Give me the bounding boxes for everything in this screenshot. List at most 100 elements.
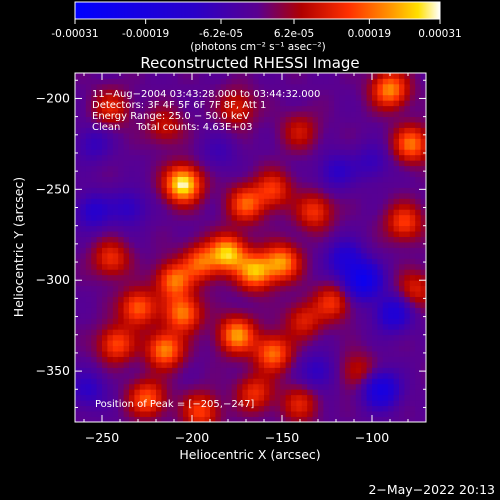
heatmap-cell [409, 296, 416, 303]
heatmap-cell [334, 187, 340, 194]
heatmap-cell [291, 89, 297, 96]
heatmap-cell [156, 176, 162, 183]
heatmap-cell [296, 372, 303, 379]
heatmap-cell [404, 220, 411, 227]
heatmap-cell [118, 351, 124, 357]
heatmap-cell [323, 394, 330, 401]
heatmap-cell [145, 176, 151, 183]
heatmap-cell [75, 345, 81, 352]
heatmap-cell [339, 400, 346, 407]
heatmap-cell [415, 378, 421, 385]
heatmap-cell [210, 203, 216, 210]
heatmap-cell [134, 362, 141, 368]
heatmap-cell [409, 389, 416, 396]
heatmap-cell [123, 280, 130, 287]
heatmap-cell [156, 389, 162, 396]
heatmap-cell [312, 214, 319, 221]
heatmap-cell [318, 220, 324, 227]
heatmap-cell [399, 116, 405, 123]
heatmap-cell [328, 351, 335, 357]
heatmap-cell [404, 252, 411, 259]
heatmap-cell [242, 192, 249, 199]
heatmap-cell [220, 138, 227, 145]
heatmap-cell [134, 372, 141, 379]
heatmap-cell [188, 274, 195, 281]
heatmap-cell [85, 89, 92, 96]
heatmap-cell [134, 116, 141, 123]
heatmap-cell [204, 78, 211, 85]
heatmap-cell [129, 165, 135, 172]
heatmap-cell [139, 372, 146, 379]
heatmap-cell [264, 367, 270, 374]
heatmap-cell [404, 154, 411, 161]
heatmap-cell [150, 274, 157, 281]
heatmap-cell [123, 340, 130, 347]
heatmap-cell [237, 411, 243, 417]
heatmap-cell [188, 372, 195, 379]
heatmap-cell [96, 127, 103, 134]
heatmap-cell [204, 411, 211, 417]
heatmap-cell [285, 231, 292, 237]
heatmap-cell [177, 143, 184, 150]
heatmap-cell [91, 203, 97, 210]
heatmap-cell [139, 285, 146, 292]
heatmap-cell [231, 192, 238, 199]
heatmap-cell [156, 111, 162, 118]
heatmap-cell [264, 383, 270, 390]
heatmap-cell [210, 274, 216, 281]
heatmap-cell [334, 394, 340, 401]
heatmap-cell [253, 405, 259, 412]
heatmap-cell [366, 176, 373, 183]
heatmap-cell [361, 312, 367, 319]
heatmap-cell [193, 291, 200, 297]
heatmap-cell [339, 329, 346, 336]
heatmap-cell [334, 247, 340, 254]
heatmap-cell [139, 132, 146, 139]
heatmap-cell [258, 367, 265, 374]
heatmap-cell [312, 149, 319, 156]
heatmap-cell [366, 182, 373, 188]
heatmap-cell [80, 334, 87, 341]
heatmap-cell [161, 291, 168, 297]
heatmap-cell [188, 176, 195, 183]
heatmap-cell [145, 154, 151, 161]
heatmap-cell [85, 263, 92, 270]
heatmap-cell [345, 312, 351, 319]
heatmap-cell [274, 312, 281, 319]
heatmap-cell [247, 242, 254, 248]
heatmap-cell [415, 345, 421, 352]
heatmap-cell [345, 318, 351, 325]
heatmap-cell [264, 220, 270, 227]
heatmap-cell [166, 291, 173, 297]
heatmap-cell [269, 280, 276, 287]
heatmap-cell [226, 73, 232, 79]
heatmap-cell [415, 236, 421, 243]
heatmap-cell [258, 340, 265, 347]
heatmap-cell [388, 252, 394, 259]
heatmap-cell [291, 231, 297, 237]
heatmap-cell [399, 285, 405, 292]
heatmap-cell [323, 383, 330, 390]
heatmap-cell [145, 138, 151, 145]
heatmap-cell [350, 132, 357, 139]
heatmap-cell [301, 318, 308, 325]
heatmap-cell [204, 334, 211, 341]
heatmap-cell [355, 416, 362, 422]
heatmap-cell [280, 111, 286, 118]
heatmap-cell [210, 411, 216, 417]
heatmap-cell [393, 176, 400, 183]
heatmap-cell [366, 203, 373, 210]
heatmap-cell [307, 367, 313, 374]
heatmap-cell [291, 345, 297, 352]
heatmap-cell [366, 372, 373, 379]
heatmap-cell [409, 383, 416, 390]
heatmap-cell [372, 105, 378, 112]
heatmap-cell [139, 312, 146, 319]
heatmap-cell [118, 149, 124, 156]
heatmap-cell [134, 378, 141, 385]
heatmap-cell [350, 182, 357, 188]
heatmap-cell [231, 247, 238, 254]
heatmap-cell [285, 296, 292, 303]
heatmap-cell [129, 280, 135, 287]
heatmap-cell [377, 73, 384, 79]
